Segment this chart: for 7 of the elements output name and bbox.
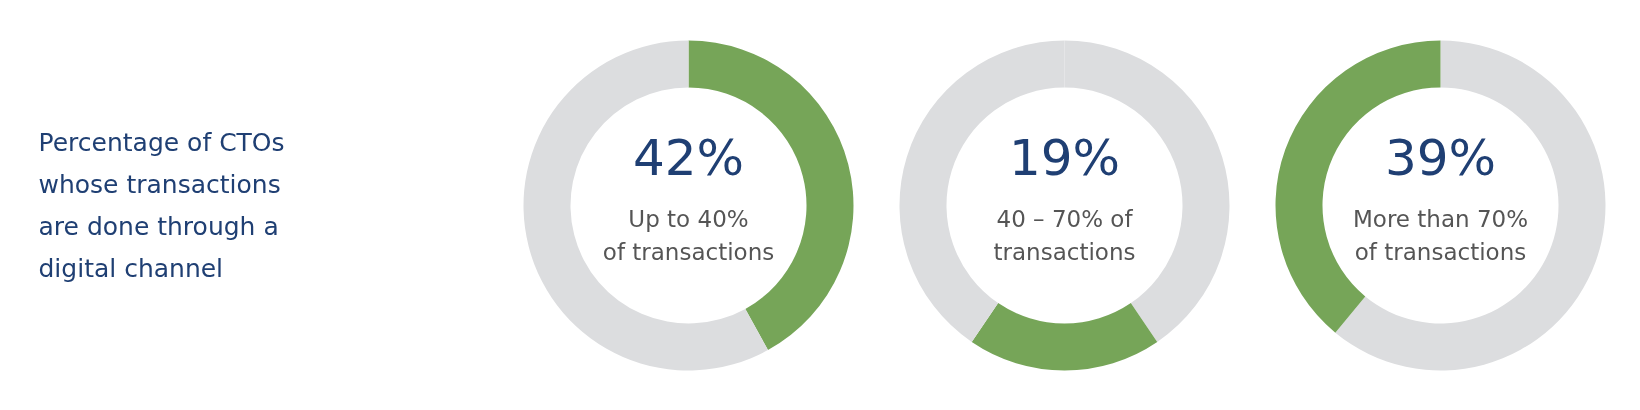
slice-label: 40 – 70% of transactions bbox=[993, 205, 1136, 266]
slice-label: More than 70% of transactions bbox=[1352, 205, 1529, 266]
text: Percentage of CTOs whose transactions are done through a digital channel bbox=[38, 127, 285, 284]
data-label: 19% bbox=[1008, 128, 1121, 187]
slice-label: Up to 40% of transactions bbox=[602, 205, 775, 266]
data-label: 42% bbox=[632, 128, 745, 187]
data-label: 39% bbox=[1384, 128, 1497, 187]
